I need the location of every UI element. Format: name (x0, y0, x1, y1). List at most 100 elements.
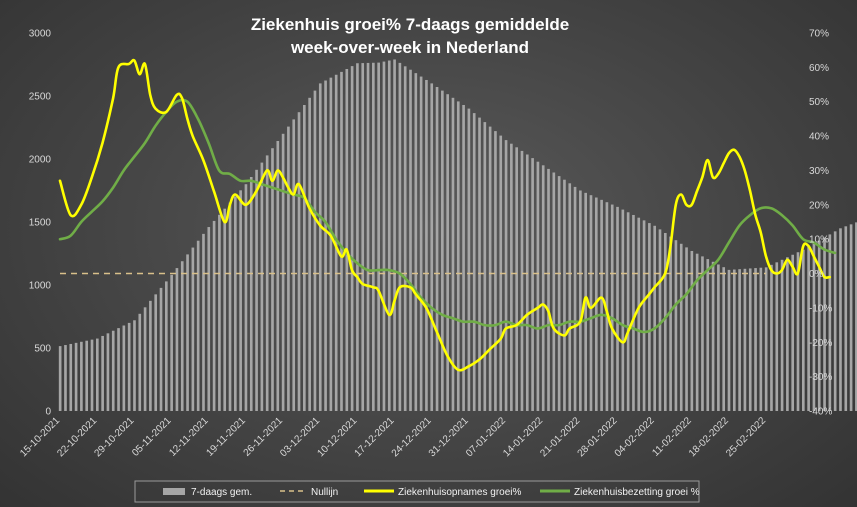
bar (446, 94, 449, 411)
bar (196, 240, 200, 411)
bar (711, 261, 715, 411)
bar (329, 77, 333, 411)
bar (58, 346, 62, 411)
bar (95, 338, 99, 411)
legend-label-yellow: Ziekenhuisopnames groei% (398, 487, 522, 498)
bar (80, 341, 83, 411)
bar (791, 254, 795, 411)
bar (658, 229, 662, 411)
bar (85, 340, 89, 411)
bar (770, 264, 773, 411)
bar (706, 259, 710, 411)
bar (64, 345, 67, 411)
y-right-tick-label: -30% (809, 372, 832, 383)
bar (202, 233, 205, 411)
bar (690, 250, 694, 411)
y-right-tick-label: 60% (809, 63, 829, 74)
bar (605, 202, 609, 411)
y-right-tick-label: -10% (809, 303, 832, 314)
y-right-tick-label: 70% (809, 29, 829, 40)
bar (759, 267, 763, 411)
bar (817, 240, 821, 411)
legend-label-bars: 7-daags gem. (191, 487, 252, 498)
bar (796, 252, 800, 411)
bar (653, 225, 657, 411)
bar (510, 143, 513, 411)
bars-layer (58, 59, 857, 412)
bar (801, 249, 805, 411)
bar (403, 66, 407, 412)
yellow-series-line (58, 58, 831, 372)
bar (228, 202, 232, 411)
bar (387, 60, 391, 411)
bar (239, 190, 242, 411)
bar (679, 243, 683, 411)
bar (600, 199, 603, 411)
bar (849, 224, 853, 411)
bar (366, 62, 370, 412)
bar (775, 262, 779, 411)
bar (186, 254, 189, 411)
bar (313, 90, 317, 411)
bar (74, 342, 78, 411)
bar (451, 97, 455, 412)
y-right-tick-label: 30% (809, 166, 829, 177)
bar (695, 253, 699, 411)
legend: 7-daags gem. Nullijn Ziekenhuisopnames g… (134, 480, 700, 503)
y-left-tick-label: 1000 (29, 281, 52, 292)
bar (361, 63, 365, 411)
y-left-tick-label: 3000 (29, 29, 52, 40)
bar (642, 220, 646, 411)
bar (111, 330, 115, 411)
x-tick-label: 25-02-2022 (724, 415, 768, 459)
bar (334, 74, 338, 411)
bar (456, 101, 460, 412)
bar (722, 267, 726, 411)
bar (377, 62, 380, 412)
bar (154, 294, 158, 411)
bar (287, 126, 290, 411)
bar (589, 195, 593, 411)
bar (727, 269, 731, 411)
bar (101, 335, 104, 411)
bar (616, 206, 619, 411)
y-right-tick-label: 0% (809, 269, 824, 280)
bar (786, 257, 789, 411)
bar (738, 269, 741, 411)
bar (780, 259, 784, 411)
bar (265, 155, 269, 411)
bar (175, 268, 179, 411)
bar (563, 179, 566, 411)
bar (409, 69, 412, 411)
bar (494, 131, 497, 411)
bar (536, 161, 540, 411)
bar (69, 343, 73, 411)
bar (685, 247, 688, 411)
legend-frame (134, 480, 700, 503)
bar (568, 183, 572, 411)
bar (106, 333, 110, 411)
bar (276, 141, 280, 411)
bar (478, 117, 481, 411)
bar (419, 76, 423, 411)
bar (350, 66, 354, 412)
y-left-tick-label: 2000 (29, 155, 52, 166)
bar (127, 322, 131, 411)
bar (122, 325, 126, 411)
bar (345, 69, 349, 411)
bar (324, 80, 327, 412)
bar (748, 268, 752, 411)
bar (807, 246, 810, 411)
bar (674, 240, 678, 411)
bar (435, 87, 439, 411)
bar (244, 184, 248, 411)
bar (292, 119, 296, 412)
bar (637, 217, 641, 411)
y-right-tick-label: 40% (809, 132, 829, 143)
x-tick-label: 29-10-2021 (92, 415, 136, 459)
bar (271, 148, 274, 411)
bar (372, 62, 375, 412)
bar (732, 269, 736, 411)
